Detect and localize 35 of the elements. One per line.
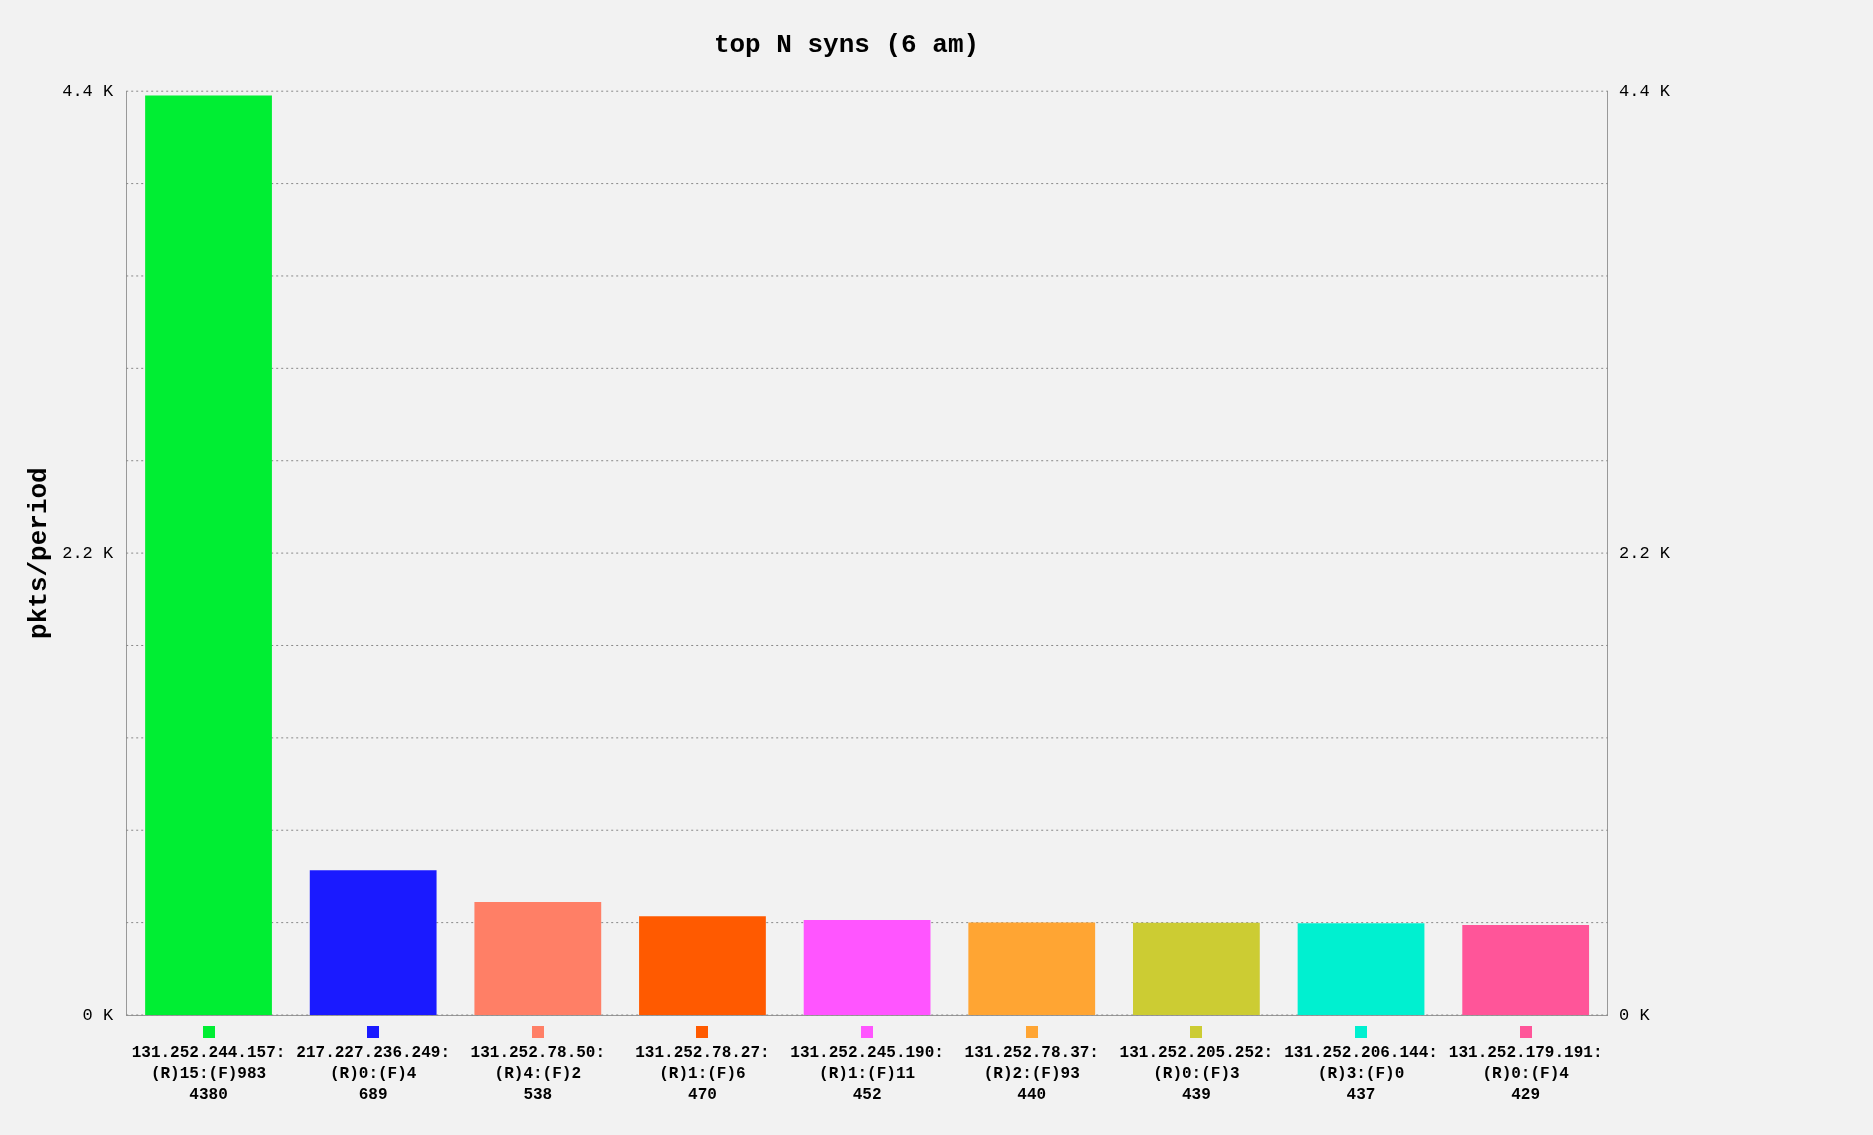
y2-tick-label: 2.2 K [1618,543,1671,563]
data-label: 538 [523,1085,553,1104]
bar [1297,923,1425,1015]
bar [639,916,766,1015]
x-tick-label: 217.227.236.249:(R)0:(F)4 [296,1043,450,1083]
bar [309,870,437,1015]
bar [968,922,1096,1015]
data-label: 4380 [189,1085,228,1104]
y2-tick-label: 4.4 K [1618,81,1671,101]
bar [1462,924,1590,1015]
y-tick-label: 4.4 K [62,81,114,101]
data-label: 452 [852,1085,882,1104]
bar [474,902,602,1015]
x-tick-label: 131.252.78.27:(R)1:(F)6 [635,1043,770,1083]
data-label: 429 [1511,1085,1541,1104]
data-label: 470 [688,1085,717,1104]
bar [145,95,272,1015]
bar [803,920,931,1015]
x-tick-label: 131.252.205.252:(R)0:(F)3 [1119,1043,1274,1083]
data-label: 437 [1346,1085,1376,1104]
y-tick-label: 2.2 K [62,543,114,563]
chart-title: top N syns (6 am) [713,30,980,61]
x-tick-label: 131.252.244.157:(R)15:(F)983 [131,1043,286,1083]
data-label: 439 [1181,1085,1211,1104]
y-axis-title: pkts/period [24,467,55,639]
bar [1133,922,1260,1015]
x-tick-label: 131.252.206.144:(R)3:(F)0 [1284,1043,1438,1083]
x-tick-label: 131.252.179.191:(R)0:(F)4 [1448,1043,1603,1083]
x-tick-label: 131.252.78.37:(R)2:(F)93 [964,1043,1099,1083]
data-label: 689 [358,1085,388,1104]
data-label: 440 [1017,1085,1047,1104]
y-tick-label: 0 K [82,1005,114,1025]
x-tick-label: 131.252.78.50:(R)4:(F)2 [470,1043,606,1083]
y2-tick-label: 0 K [1618,1005,1651,1025]
x-tick-label: 131.252.245.190:(R)1:(F)11 [790,1043,944,1083]
